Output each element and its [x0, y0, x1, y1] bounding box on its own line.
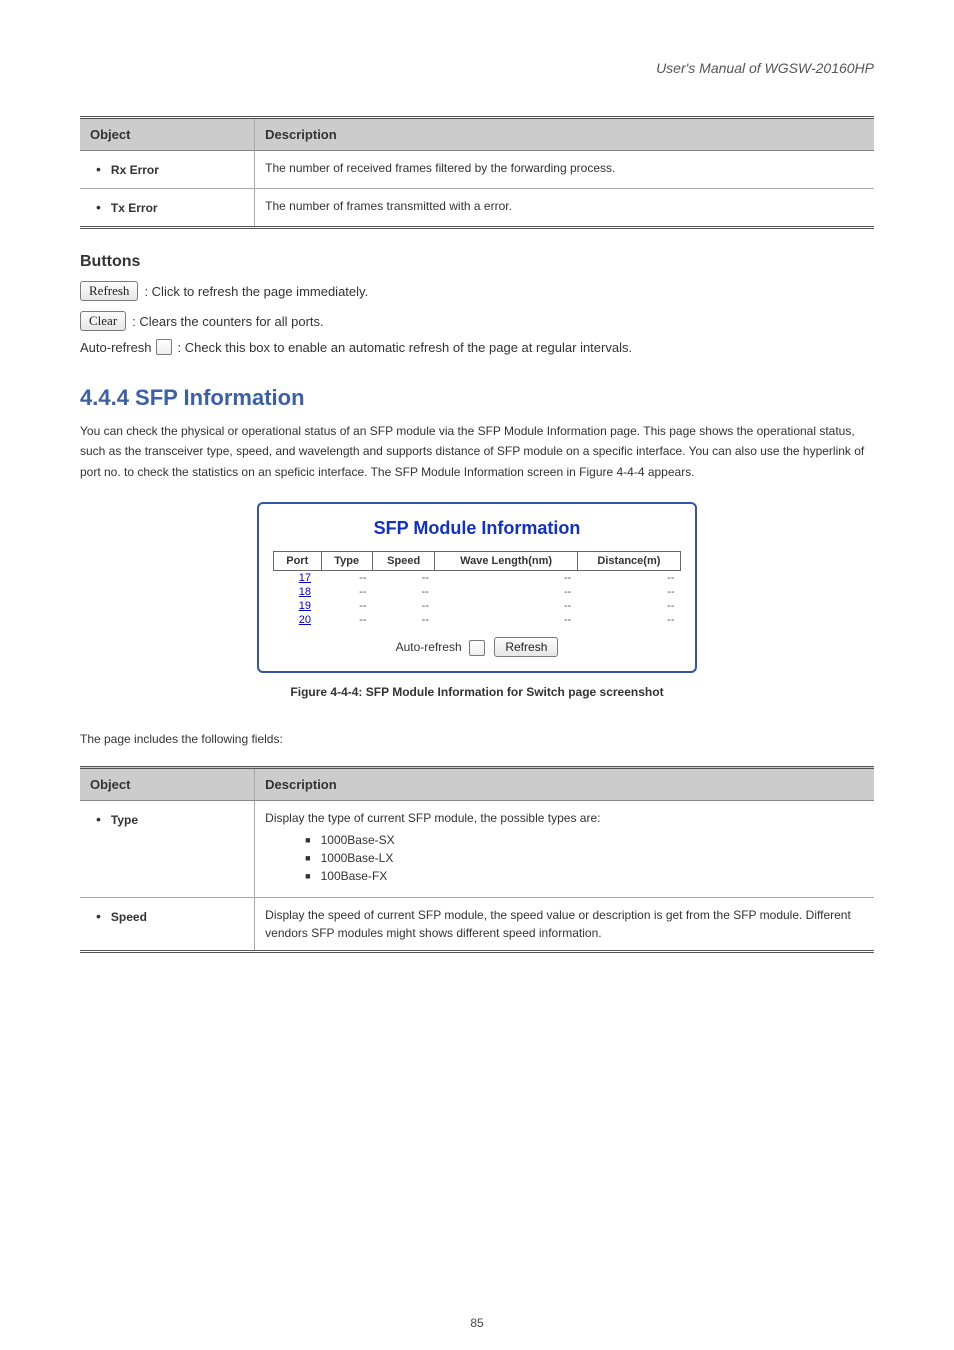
- table-row: Type Display the type of current SFP mod…: [80, 800, 874, 897]
- autorefresh-desc: : Check this box to enable an automatic …: [178, 340, 633, 355]
- sfp-panel: SFP Module Information Port Type Speed W…: [257, 502, 697, 673]
- sfp-row: 17 -- -- -- --: [274, 571, 681, 586]
- table-port-errors: Object Description Rx Error The number o…: [80, 116, 874, 229]
- sfp-row: 19 -- -- -- --: [274, 599, 681, 613]
- port-link[interactable]: 17: [299, 572, 311, 584]
- sfp-type-option: 1000Base-SX: [305, 831, 864, 849]
- port-link[interactable]: 19: [299, 600, 311, 612]
- port-link[interactable]: 18: [299, 586, 311, 598]
- doc-title: User's Manual of WGSW-20160HP: [80, 60, 874, 76]
- sfp-table: Port Type Speed Wave Length(nm) Distance…: [273, 551, 681, 627]
- figure-label: Figure 4-4-4: SFP Module Information for…: [80, 685, 874, 699]
- col-object: Object: [80, 767, 255, 800]
- col-object: Object: [80, 118, 255, 151]
- buttons-heading: Buttons: [80, 253, 874, 271]
- autorefresh-checkbox[interactable]: [156, 339, 172, 355]
- table-sfp-fields: Object Description Type Display the type…: [80, 766, 874, 953]
- clear-desc: : Clears the counters for all ports.: [132, 314, 323, 329]
- table-row: Speed Display the speed of current SFP m…: [80, 897, 874, 951]
- sfp-row: 20 -- -- -- --: [274, 613, 681, 627]
- table2-intro: The page includes the following fields:: [80, 729, 874, 749]
- sfp-row: 18 -- -- -- --: [274, 585, 681, 599]
- clear-button[interactable]: Clear: [80, 311, 126, 331]
- sfp-type-option: 100Base-FX: [305, 867, 864, 885]
- section-heading: 4.4.4 SFP Information: [80, 385, 874, 411]
- sfp-refresh-button[interactable]: Refresh: [494, 637, 558, 657]
- port-link[interactable]: 20: [299, 614, 311, 626]
- col-description: Description: [255, 118, 874, 151]
- refresh-button[interactable]: Refresh: [80, 281, 138, 301]
- table-row: Rx Error The number of received frames f…: [80, 151, 874, 189]
- table-row: Tx Error The number of frames transmitte…: [80, 189, 874, 228]
- sfp-panel-title: SFP Module Information: [273, 518, 681, 539]
- sfp-type-option: 1000Base-LX: [305, 849, 864, 867]
- section-text: You can check the physical or operationa…: [80, 421, 874, 482]
- page-number: 85: [0, 1316, 954, 1330]
- col-description: Description: [255, 767, 874, 800]
- sfp-autorefresh-checkbox[interactable]: [469, 640, 485, 656]
- refresh-desc: : Click to refresh the page immediately.: [144, 284, 368, 299]
- autorefresh-label: Auto-refresh: [80, 340, 152, 355]
- sfp-autorefresh-label: Auto-refresh: [396, 640, 462, 654]
